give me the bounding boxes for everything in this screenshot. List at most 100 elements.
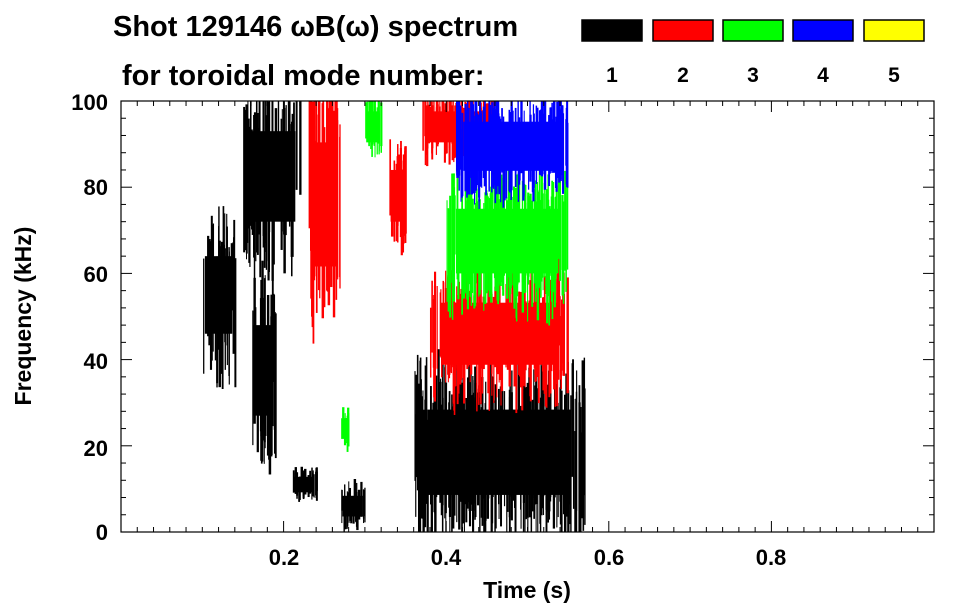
mode-2-spike <box>473 295 475 361</box>
y-tick-label-20: 20 <box>84 436 108 461</box>
mode-1-spike <box>507 418 509 512</box>
mode-4-spike <box>470 101 472 178</box>
mode-1-spike <box>478 385 481 483</box>
mode-2-spike <box>476 265 479 358</box>
mode-3-spike <box>473 210 476 309</box>
mode-2-spike <box>533 296 537 358</box>
mode-4-spike <box>479 113 482 182</box>
mode-1-spike <box>422 390 424 518</box>
mode-3-spike <box>365 102 368 139</box>
mode-2-spike <box>546 309 548 408</box>
mode-1-spike <box>249 101 252 226</box>
mode-3-spike <box>540 225 542 298</box>
mode-4-spike <box>565 107 568 185</box>
mode-1-spike <box>549 387 552 502</box>
mode-2-spike <box>313 140 316 277</box>
mode-3-spike <box>509 216 511 303</box>
mode-4-spike <box>518 117 521 185</box>
mode-2-spike <box>434 284 436 384</box>
mode-1-spike <box>517 360 521 474</box>
mode-4-spike <box>485 133 487 196</box>
mode-4-spike <box>543 101 547 190</box>
mode-3-spike <box>475 188 478 267</box>
mode-2-spike <box>470 278 473 375</box>
mode-2-spike <box>450 101 452 137</box>
mode-1-spike <box>355 491 358 523</box>
mode-1-spike <box>439 378 442 498</box>
mode-1-spike <box>249 145 251 267</box>
mode-3-spike <box>452 187 456 302</box>
mode-1-spike <box>280 118 283 250</box>
mode-3-spike <box>471 221 474 293</box>
mode-1-spike <box>565 373 568 517</box>
mode-2-spike <box>404 146 407 234</box>
mode-4-spike <box>531 130 534 177</box>
mode-1-spike <box>268 338 272 475</box>
mode-2-spike <box>426 108 429 144</box>
mode-2-spike <box>436 286 438 369</box>
mode-1-spike <box>348 481 350 512</box>
legend-swatch-2 <box>652 19 714 42</box>
mode-2-spike <box>562 256 564 364</box>
mode-4-spike <box>509 112 513 158</box>
legend: 1 2 3 4 5 <box>581 19 925 87</box>
mode-4-spike <box>478 114 481 198</box>
mode-1-spike <box>265 101 267 253</box>
mode-1-spike <box>426 419 429 532</box>
mode-3-spike <box>488 198 492 298</box>
mode-4-spike <box>554 133 557 189</box>
mode-1-spike <box>422 409 425 532</box>
mode-3-spike <box>527 195 530 277</box>
mode-2-spike <box>505 284 507 359</box>
y-tick-label-60: 60 <box>84 262 108 287</box>
mode-2-spike <box>397 154 399 226</box>
mode-2-spike <box>478 312 481 382</box>
mode-2-spike <box>331 101 334 261</box>
mode-1-spike <box>434 428 437 532</box>
mode-1-spike <box>533 412 536 519</box>
mode-3-spike <box>545 204 548 282</box>
mode-4-spike <box>558 109 562 181</box>
mode-1-spike <box>582 377 584 491</box>
mode-1-spike <box>506 430 508 532</box>
mode-3-spike <box>464 181 467 283</box>
mode-1-spike <box>259 325 261 416</box>
mode-4-spike <box>502 129 505 208</box>
mode-2-spike <box>332 110 336 318</box>
mode-2-spike <box>422 101 424 151</box>
mode-1-spike <box>440 404 443 516</box>
mode-3-spike <box>527 216 529 322</box>
mode-1-spike <box>459 363 462 502</box>
x-tick-label-0.4: 0.4 <box>431 545 462 570</box>
mode-2-spike <box>330 101 333 263</box>
mode-1-spike <box>581 432 584 519</box>
mode-3-spike <box>555 185 558 268</box>
mode-2-spike <box>550 312 552 394</box>
mode-4-spike <box>494 136 497 204</box>
mode-1-spike <box>542 388 545 486</box>
mode-3-spike <box>554 212 557 294</box>
x-tick-label-0.8: 0.8 <box>756 545 787 570</box>
mode-1-spike <box>445 438 447 532</box>
mode-1-spike <box>299 476 301 500</box>
mode-1-spike <box>273 311 276 454</box>
mode-1-spike <box>261 330 264 462</box>
mode-2-spike <box>480 253 482 349</box>
mode-2-spike <box>398 162 400 211</box>
mode-2-spike <box>456 286 458 371</box>
mode-2-spike <box>339 136 341 278</box>
mode-1-spike <box>494 384 497 529</box>
mode-3-spike <box>479 199 481 295</box>
mode-3-spike <box>538 200 542 275</box>
mode-4-spike <box>505 133 508 199</box>
legend-swatch-1 <box>581 19 643 42</box>
mode-2-spike <box>435 107 438 155</box>
mode-1-spike <box>260 279 262 437</box>
mode-2-spike <box>317 101 321 291</box>
mode-1-spike <box>509 364 511 497</box>
mode-1-spike <box>424 367 427 503</box>
mode-1-spike <box>528 367 530 487</box>
mode-1-spike <box>253 112 257 199</box>
mode-3-spike <box>550 196 554 291</box>
